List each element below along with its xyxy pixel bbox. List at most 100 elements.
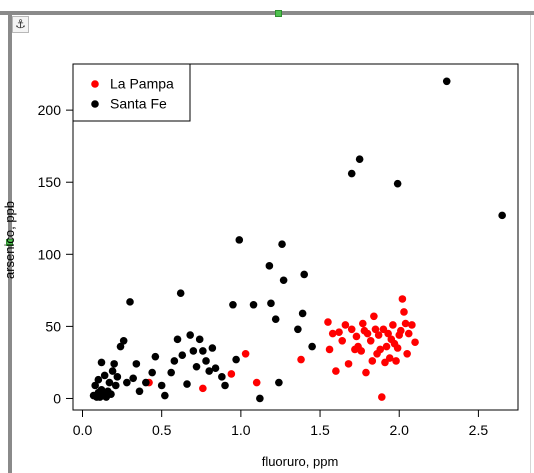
data-point-la-pampa [338, 337, 347, 345]
data-point-la-pampa [332, 367, 340, 375]
data-point-la-pampa [401, 319, 410, 328]
x-tick-label: 2.0 [389, 422, 409, 438]
data-point-la-pampa [376, 345, 385, 354]
anchor-icon[interactable]: ⚓ [12, 16, 29, 33]
legend-marker-la-pampa [91, 80, 99, 88]
data-point-santa-fe [113, 373, 122, 381]
data-point-la-pampa [297, 355, 305, 364]
data-point-la-pampa [241, 349, 250, 358]
data-point-santa-fe [132, 360, 141, 368]
data-point-la-pampa [374, 331, 383, 339]
data-point-santa-fe [300, 270, 309, 279]
data-point-la-pampa [352, 332, 361, 341]
top-resize-handle[interactable] [275, 10, 282, 17]
data-point-la-pampa [363, 329, 372, 338]
data-point-la-pampa [389, 321, 397, 329]
y-tick-label: 150 [38, 174, 62, 190]
data-point-la-pampa [392, 357, 400, 365]
x-tick-label: 1.0 [231, 422, 251, 438]
data-point-santa-fe [278, 240, 286, 249]
data-point-la-pampa [382, 342, 391, 351]
y-tick-label: 200 [38, 102, 62, 118]
data-point-santa-fe [218, 373, 226, 381]
data-point-santa-fe [94, 375, 103, 384]
data-point-santa-fe [442, 77, 451, 86]
data-point-la-pampa [400, 308, 408, 316]
data-point-santa-fe [97, 358, 106, 367]
data-point-santa-fe [195, 335, 204, 344]
data-point-santa-fe [267, 299, 275, 308]
data-point-la-pampa [252, 378, 261, 387]
data-point-santa-fe [189, 347, 198, 355]
x-tick-label: 1.5 [310, 422, 330, 438]
data-point-santa-fe [100, 371, 109, 380]
legend-label-la-pampa: La Pampa [110, 76, 174, 92]
data-point-la-pampa [368, 357, 377, 365]
plot-frame [72, 63, 519, 411]
data-point-la-pampa [385, 354, 394, 362]
data-point-la-pampa [371, 325, 380, 334]
data-point-santa-fe [256, 394, 264, 403]
y-axis: 0 50 100 150 200 [38, 102, 73, 406]
data-point-la-pampa [335, 328, 343, 336]
data-point-santa-fe [308, 342, 316, 351]
data-point-la-pampa [362, 368, 370, 377]
data-point-santa-fe [265, 262, 274, 270]
data-point-santa-fe [232, 355, 240, 364]
data-point-santa-fe [178, 351, 187, 360]
data-point-santa-fe [116, 342, 125, 351]
data-point-santa-fe [108, 367, 117, 375]
data-point-santa-fe [205, 367, 213, 375]
data-point-santa-fe [393, 179, 402, 188]
data-point-santa-fe [129, 374, 137, 383]
data-point-santa-fe [186, 331, 194, 339]
data-point-santa-fe [167, 368, 175, 377]
y-tick-label: 50 [45, 318, 61, 334]
data-point-la-pampa [378, 393, 386, 401]
data-point-la-pampa [393, 344, 402, 352]
legend: La Pampa Santa Fe [72, 63, 191, 122]
data-point-la-pampa [384, 329, 392, 338]
x-tick-label: 2.5 [469, 422, 489, 438]
data-points [89, 77, 506, 403]
data-point-santa-fe [173, 335, 182, 344]
data-point-santa-fe [151, 352, 160, 361]
x-axis-label: fluoruro, ppm [262, 454, 339, 469]
data-point-santa-fe [294, 325, 302, 334]
left-resize-handle[interactable] [6, 239, 13, 246]
legend-box [72, 63, 191, 122]
data-point-santa-fe [199, 347, 207, 355]
data-point-santa-fe [111, 381, 120, 390]
data-point-santa-fe [170, 357, 179, 365]
data-point-la-pampa [199, 384, 207, 393]
data-point-santa-fe [148, 368, 156, 377]
data-point-la-pampa [341, 321, 350, 329]
data-point-santa-fe [157, 381, 166, 390]
frame-right-border [530, 15, 531, 473]
data-point-santa-fe [298, 309, 307, 318]
data-point-santa-fe [279, 276, 288, 285]
legend-marker-santa-fe [91, 100, 99, 108]
data-point-santa-fe [249, 300, 258, 309]
data-point-la-pampa [408, 321, 416, 329]
data-point-la-pampa [404, 329, 413, 338]
data-point-santa-fe [271, 315, 280, 323]
data-point-santa-fe [275, 378, 283, 387]
data-point-la-pampa [325, 345, 334, 354]
data-point-la-pampa [370, 312, 378, 321]
data-point-santa-fe [202, 357, 210, 365]
data-point-santa-fe [229, 300, 237, 309]
data-point-santa-fe [123, 378, 131, 387]
data-point-santa-fe [119, 337, 128, 345]
data-point-santa-fe [208, 344, 217, 352]
data-point-santa-fe [183, 380, 191, 388]
data-point-la-pampa [324, 318, 332, 326]
legend-label-santa-fe: Santa Fe [110, 96, 167, 112]
data-point-santa-fe [97, 386, 106, 394]
data-point-santa-fe [142, 378, 150, 387]
data-point-la-pampa [344, 360, 353, 368]
data-point-la-pampa [347, 325, 356, 334]
data-point-santa-fe [176, 289, 185, 298]
data-point-la-pampa [403, 349, 411, 358]
